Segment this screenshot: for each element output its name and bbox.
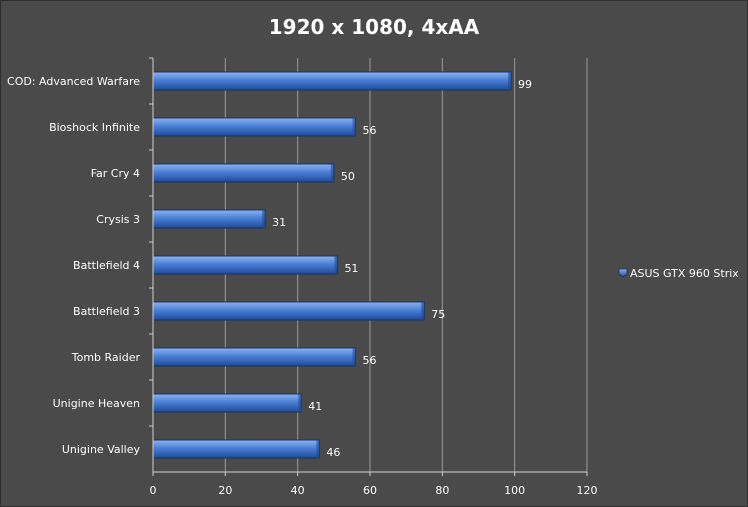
category-label: COD: Advanced Warfare: [7, 75, 140, 88]
category-label: Far Cry 4: [91, 167, 140, 180]
bar-end-cap: [298, 394, 302, 412]
bar-end-cap: [334, 256, 338, 274]
category-label: Tomb Raider: [71, 351, 141, 364]
value-label: 46: [326, 446, 340, 459]
category-labels: COD: Advanced Warfare Bioshock Infinite Fa…: [7, 75, 140, 456]
value-label: 50: [341, 170, 355, 183]
value-label: 51: [344, 262, 358, 275]
bar: [152, 71, 512, 91]
legend-swatch: [618, 268, 628, 278]
bar-end-cap: [421, 302, 425, 320]
value-label: 75: [431, 308, 445, 321]
axes: [149, 57, 588, 476]
bar-end-cap: [262, 210, 266, 228]
bar: [152, 301, 425, 321]
bar: [152, 393, 302, 413]
bar-end-cap: [352, 348, 356, 366]
bar-end-cap: [352, 118, 356, 136]
bar: [152, 347, 357, 367]
category-label: Battlefield 3: [73, 305, 140, 318]
value-labels: 99 56 50 31 51 75 56 41 46: [272, 78, 532, 459]
bar: [152, 439, 320, 459]
value-label: 56: [363, 124, 377, 137]
category-label: Bioshock Infinite: [49, 121, 140, 134]
legend: ASUS GTX 960 Strix: [618, 267, 739, 280]
x-tick-label: 120: [577, 484, 598, 497]
category-label: Crysis 3: [96, 213, 140, 226]
bar-end-cap: [330, 164, 334, 182]
value-label: 31: [272, 216, 286, 229]
category-label: Battlefield 4: [73, 259, 140, 272]
x-tick-labels: 0 20 40 60 80 100 120: [150, 484, 598, 497]
bar: [152, 163, 335, 183]
x-tick-label: 40: [291, 484, 305, 497]
bar: [152, 209, 266, 229]
x-tick-label: 20: [218, 484, 232, 497]
legend-entry: ASUS GTX 960 Strix: [630, 267, 739, 280]
x-tick-label: 0: [150, 484, 157, 497]
value-label: 41: [308, 400, 322, 413]
bar-end-cap: [508, 72, 512, 90]
x-tick-label: 100: [504, 484, 525, 497]
bar-end-cap: [316, 440, 320, 458]
x-tick-label: 60: [363, 484, 377, 497]
value-label: 99: [518, 78, 532, 91]
bar: [152, 255, 338, 275]
x-tick-label: 80: [435, 484, 449, 497]
category-label: Unigine Valley: [62, 443, 141, 456]
bar: [152, 117, 357, 137]
category-label: Unigine Heaven: [53, 397, 140, 410]
value-label: 56: [363, 354, 377, 367]
chart-title: 1920 x 1080, 4xAA: [269, 15, 480, 39]
bars: [152, 71, 512, 459]
